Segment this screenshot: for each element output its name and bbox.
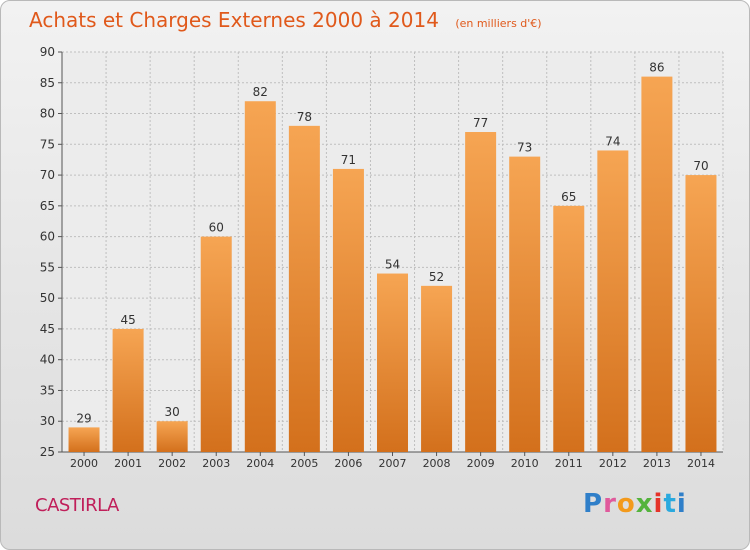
x-tick-label: 2004 [246,457,274,470]
x-tick-label: 2010 [511,457,539,470]
logo-letter: t [663,489,677,519]
logo-letter: i [653,489,664,519]
x-tick-label: 2007 [379,457,407,470]
bar-value-label: 78 [297,110,312,124]
y-tick-label: 45 [40,322,55,336]
y-tick-label: 30 [40,414,55,428]
x-tick-label: 2003 [202,457,230,470]
logo-letter: o [616,489,636,519]
bar [509,156,541,452]
bar-value-label: 52 [429,270,444,284]
bar [377,273,408,452]
logo-letter: P [583,489,604,519]
bar [156,421,188,452]
bar-value-label: 65 [561,190,576,204]
x-tick-label: 2005 [290,457,318,470]
logo-letter: x [635,489,654,519]
y-tick-label: 25 [40,445,55,459]
chart-title-block: Achats et Charges Externes 2000 à 2014 (… [29,7,542,37]
logo-letter: r [603,489,617,519]
bar-value-label: 71 [341,153,356,167]
bar-value-label: 77 [473,116,488,130]
x-tick-label: 2002 [158,457,186,470]
y-tick-label: 85 [40,76,55,90]
x-tick-label: 2014 [687,457,715,470]
x-tick-label: 2009 [467,457,495,470]
x-tick-label: 2008 [423,457,451,470]
bar-value-label: 45 [120,313,135,327]
proxiti-logo: Proxiti [583,489,687,519]
bar [112,328,144,452]
bar-value-label: 54 [385,258,400,272]
bar [685,175,717,453]
logo-letter: i [676,489,687,519]
bar-value-label: 82 [253,85,268,99]
y-tick-label: 60 [40,230,55,244]
bar [244,101,276,452]
bar-value-label: 73 [517,141,532,155]
y-tick-label: 90 [40,45,55,59]
x-tick-label: 2011 [555,457,583,470]
x-tick-label: 2000 [70,457,98,470]
bar-value-label: 74 [605,134,620,148]
y-tick-label: 40 [40,353,55,367]
y-tick-label: 50 [40,291,55,305]
y-tick-label: 55 [40,260,55,274]
bar [200,236,232,452]
y-tick-label: 65 [40,199,55,213]
y-tick-label: 80 [40,107,55,121]
bar-value-label: 29 [76,411,91,425]
bar [465,132,497,452]
x-tick-label: 2001 [114,457,142,470]
bar-value-label: 86 [649,61,664,75]
bar [68,427,100,452]
y-tick-label: 70 [40,168,55,182]
bar [641,76,673,452]
x-tick-label: 2006 [334,457,362,470]
y-tick-label: 35 [40,383,55,397]
bar [553,205,585,452]
bar [421,285,453,452]
bar-value-label: 60 [209,221,224,235]
bar-value-label: 30 [165,405,180,419]
bar-value-label: 70 [693,159,708,173]
x-tick-label: 2012 [599,457,627,470]
chart-title: Achats et Charges Externes 2000 à 2014 [29,8,439,32]
x-tick-label: 2013 [643,457,671,470]
chart-subtitle: (en milliers d'€) [455,17,542,30]
bar [597,150,629,452]
bar [288,125,320,452]
y-tick-label: 75 [40,137,55,151]
bar [332,168,364,452]
place-name: CASTIRLA [35,495,119,516]
